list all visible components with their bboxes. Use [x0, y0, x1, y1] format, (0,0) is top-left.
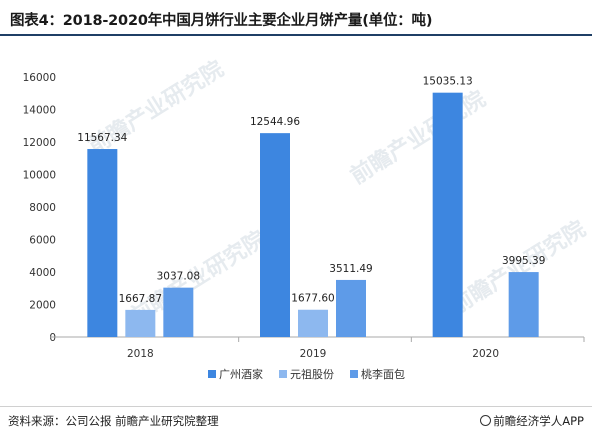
brand-logo-icon: [480, 415, 492, 426]
y-tick-label: 4000: [29, 267, 56, 279]
bar: [125, 309, 156, 337]
legend-swatch: [279, 370, 287, 378]
source-note: 资料来源：公司公报 前瞻产业研究院整理: [8, 414, 219, 428]
y-tick-label: 10000: [23, 170, 56, 182]
y-tick-label: 2000: [29, 300, 56, 312]
y-tick-label: 16000: [23, 72, 56, 84]
y-tick-label: 8000: [29, 202, 56, 214]
data-label: 3037.08: [157, 271, 200, 283]
bar: [87, 149, 118, 337]
x-tick-label: 2020: [472, 348, 499, 360]
y-tick-label: 14000: [23, 105, 56, 117]
data-label: 3511.49: [329, 263, 372, 275]
data-label: 1667.87: [119, 293, 162, 305]
data-label: 3995.39: [502, 255, 545, 267]
legend-swatch: [208, 370, 216, 378]
chart-title: 图表4：2018-2020年中国月饼行业主要企业月饼产量(单位：吨): [10, 13, 433, 29]
legend-label: 桃李面包: [361, 367, 405, 381]
title-rule: [0, 34, 592, 36]
bar: [432, 92, 463, 337]
y-tick-label: 6000: [29, 235, 56, 247]
bar: [298, 309, 328, 337]
legend-swatch: [350, 370, 358, 378]
data-label: 11567.34: [77, 132, 127, 144]
bar: [508, 272, 539, 337]
data-label: 12544.96: [250, 116, 300, 128]
bar: [163, 287, 194, 337]
y-tick-label: 0: [49, 332, 56, 344]
bar-chart: 0 2000 4000 6000 8000 10000 12000 14000 16000 201…: [23, 72, 585, 381]
legend-label: 元祖股份: [290, 367, 334, 381]
bar: [260, 133, 290, 337]
bar: [336, 279, 366, 337]
data-label: 1677.60: [291, 293, 334, 305]
y-tick-label: 12000: [23, 137, 56, 149]
x-tick-label: 2018: [127, 348, 154, 360]
brand-credit: 前瞻经济学人APP: [480, 413, 584, 429]
brand-text: 前瞻经济学人APP: [493, 414, 584, 428]
data-label: 15035.13: [423, 76, 473, 88]
footer-rule: [0, 406, 592, 407]
legend-label: 广州酒家: [219, 367, 263, 381]
x-tick-label: 2019: [300, 348, 327, 360]
